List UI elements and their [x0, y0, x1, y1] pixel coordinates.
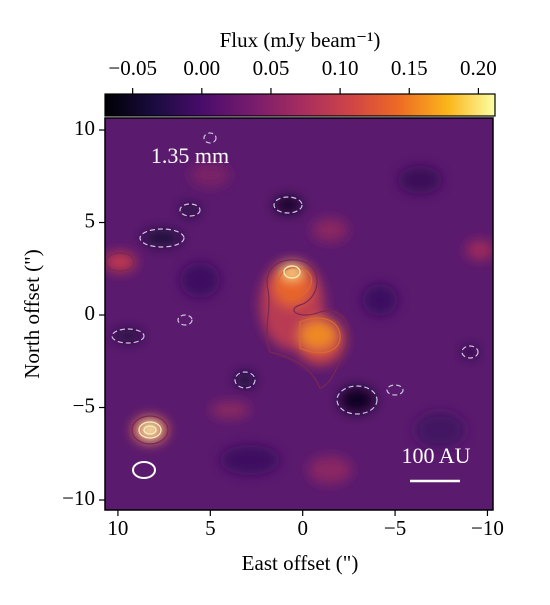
- y-tick-label: −10: [62, 486, 95, 510]
- beam: [132, 461, 156, 479]
- map-feature: [114, 330, 142, 342]
- x-tick-label: 10: [107, 516, 128, 540]
- map-feature: [210, 402, 250, 418]
- map-feature: [312, 218, 348, 242]
- map-feature: [466, 240, 493, 260]
- scale-label: 100 AU: [401, 443, 470, 468]
- map-feature: [274, 197, 302, 213]
- y-tick-label: 10: [74, 116, 95, 140]
- x-tick-label: −10: [471, 516, 504, 540]
- x-axis-label: East offset ("): [242, 551, 359, 575]
- colorbar-tick-label: 0.10: [322, 56, 359, 80]
- map-feature: [220, 445, 280, 475]
- map-feature: [181, 204, 199, 216]
- colorbar-tick-label: 0.15: [391, 56, 428, 80]
- map-feature: [180, 262, 220, 298]
- colorbar-tick-label: 0.00: [183, 56, 220, 80]
- colorbar: [104, 93, 496, 117]
- map-feature: [339, 387, 375, 413]
- colorbar-tick-label: −0.05: [108, 56, 157, 80]
- y-tick-label: −5: [73, 393, 95, 417]
- map-feature: [190, 163, 230, 187]
- map-feature: [398, 166, 442, 194]
- map-feature: [362, 284, 398, 316]
- colorbar-tick-label: 0.05: [253, 56, 290, 80]
- map-feature: [142, 230, 182, 246]
- map-feature: [463, 347, 477, 357]
- plot-frame: [104, 117, 494, 511]
- map-feature: [105, 252, 136, 272]
- x-tick-label: 5: [205, 516, 216, 540]
- y-tick-label: 5: [85, 208, 96, 232]
- map-feature: [300, 321, 336, 349]
- flux-map: [105, 118, 493, 510]
- map-feature: [308, 456, 352, 484]
- y-axis-label: North offset ("): [20, 249, 44, 379]
- x-tick-label: −5: [384, 516, 406, 540]
- map-feature: [415, 412, 465, 448]
- map-feature: [283, 265, 301, 279]
- colorbar-label: Flux (mJy beam⁻¹): [220, 28, 381, 52]
- map-feature: [140, 422, 160, 438]
- wavelength-label: 1.35 mm: [151, 143, 229, 168]
- x-tick-label: 0: [297, 516, 308, 540]
- colorbar-tick-label: 0.20: [460, 56, 497, 80]
- y-tick-label: 0: [85, 301, 96, 325]
- map-feature: [236, 373, 254, 387]
